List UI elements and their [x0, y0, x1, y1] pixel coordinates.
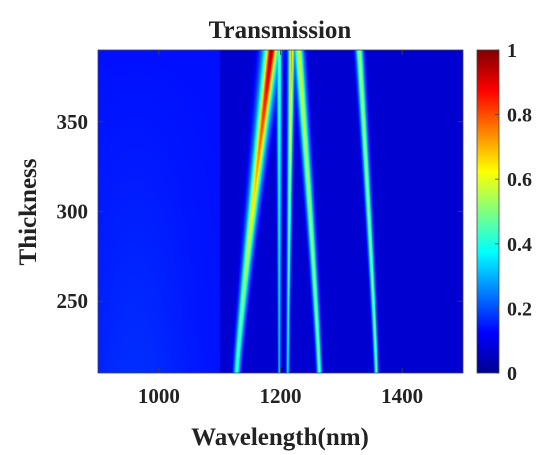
x-axis-ticks: 1000 1200 1400	[138, 50, 423, 408]
colorbar-gradient	[476, 49, 500, 374]
y-tick-label: 300	[57, 200, 89, 224]
chart-title: Transmission	[209, 17, 352, 44]
colorbar-ticks: 0 0.2 0.4 0.6 0.8 1	[495, 40, 532, 385]
colorbar-tick-label: 0.6	[507, 169, 532, 191]
heatmap-image	[98, 50, 463, 373]
y-tick-label: 350	[57, 110, 89, 134]
colorbar-tick-label: 0.8	[507, 105, 532, 127]
colorbar-tick-label: 0	[507, 363, 517, 385]
x-axis-label: Wavelength(nm)	[191, 424, 369, 451]
x-tick-label: 1400	[381, 384, 423, 408]
colorbar-tick-label: 0.4	[507, 234, 532, 256]
x-tick-label: 1200	[260, 384, 302, 408]
y-axis-ticks: 250 300 350	[57, 110, 463, 313]
colorbar-tick-label: 0.2	[507, 298, 532, 320]
x-tick-label: 1000	[138, 384, 180, 408]
y-tick-label: 250	[57, 289, 89, 313]
colorbar: 0 0.2 0.4 0.6 0.8 1	[476, 40, 532, 385]
y-axis-label: Thickness	[15, 158, 42, 265]
colorbar-tick-label: 1	[507, 40, 517, 62]
heatmap-plot-area	[97, 49, 464, 374]
